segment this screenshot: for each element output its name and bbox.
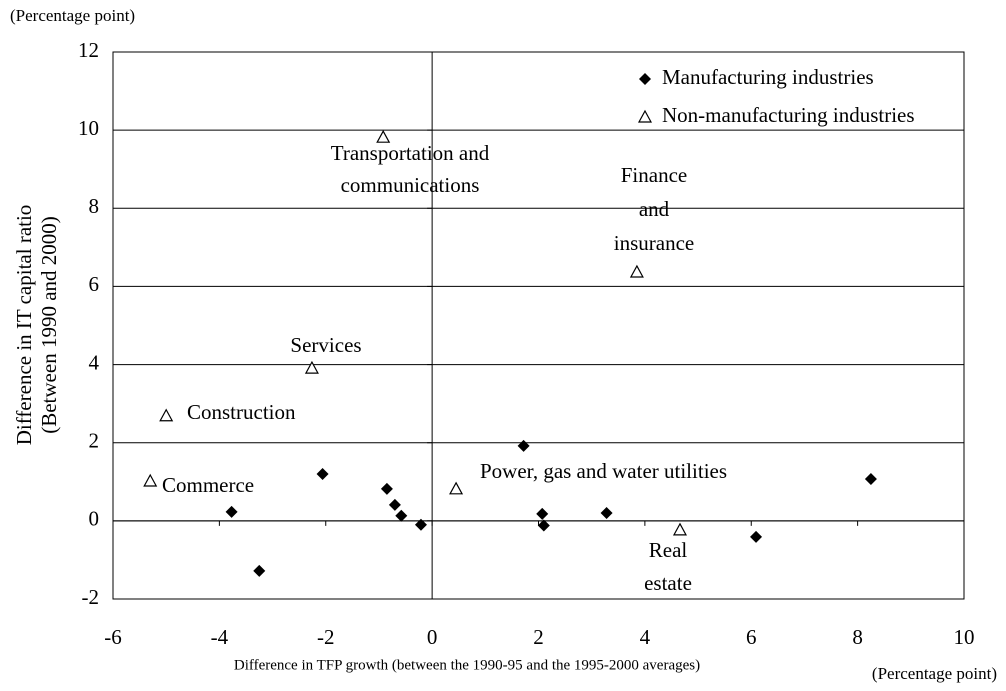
point [253, 564, 266, 577]
annotation: insurance [614, 231, 694, 255]
annotation: Transportation and [331, 141, 490, 165]
x-tick-label: 8 [852, 625, 863, 649]
x-tick-label: 10 [954, 625, 975, 649]
point [316, 467, 329, 480]
point [600, 507, 613, 520]
plot-frame [112, 51, 965, 600]
point [537, 519, 550, 532]
point [449, 481, 464, 495]
x-tick-label: -6 [104, 625, 122, 649]
x-tick-label: 0 [427, 625, 438, 649]
y-axis-label-line: Difference in IT capital ratio [12, 205, 36, 446]
legend-box [602, 64, 962, 126]
point [304, 360, 319, 374]
y-tick-label: 2 [89, 429, 100, 453]
point [750, 530, 763, 543]
annotation: Services [290, 333, 361, 357]
point [395, 509, 408, 522]
legend-marker [637, 109, 653, 123]
point [629, 264, 644, 278]
point [414, 518, 427, 531]
annotation: Construction [187, 400, 296, 424]
x-tick-label: 6 [746, 625, 757, 649]
annotation: estate [644, 571, 692, 595]
annotation: communications [341, 173, 480, 197]
y-axis-label: Difference in IT capital ratio (Between … [12, 205, 61, 446]
annotation: Real [649, 538, 688, 562]
y-tick-label: 6 [89, 272, 100, 296]
annotation: Power, gas and water utilities [480, 459, 727, 483]
y-tick-label: 10 [78, 116, 99, 140]
y-tick-label: 8 [89, 194, 100, 218]
point [864, 473, 877, 486]
y-axis-label-line: (Between 1990 and 2000) [37, 216, 61, 434]
x-tick-label: 2 [533, 625, 544, 649]
point [380, 482, 393, 495]
annotation: Commerce [162, 473, 254, 497]
annotation: and [639, 197, 670, 221]
x-tick-label: -4 [211, 625, 229, 649]
y-unit: (Percentage point) [10, 6, 135, 25]
point [672, 522, 687, 536]
point [376, 129, 391, 143]
legend-label: Non-manufacturing industries [662, 103, 915, 127]
y-tick-label: 12 [78, 38, 99, 62]
annotation: Finance [621, 163, 687, 187]
x-tick-label: 4 [640, 625, 651, 649]
point [225, 505, 238, 518]
legend-label: Manufacturing industries [662, 65, 874, 89]
point [536, 507, 549, 520]
point [517, 439, 530, 452]
y-tick-label: 0 [89, 507, 100, 531]
legend-marker [639, 73, 651, 85]
x-axis-label: Difference in TFP growth (between the 19… [234, 657, 700, 673]
y-tick-label: -2 [82, 585, 100, 609]
x-unit: (Percentage point) [872, 664, 997, 683]
point [388, 498, 401, 511]
x-tick-label: -2 [317, 625, 335, 649]
y-tick-label: 4 [89, 350, 100, 374]
point [159, 408, 174, 422]
point [143, 473, 158, 487]
